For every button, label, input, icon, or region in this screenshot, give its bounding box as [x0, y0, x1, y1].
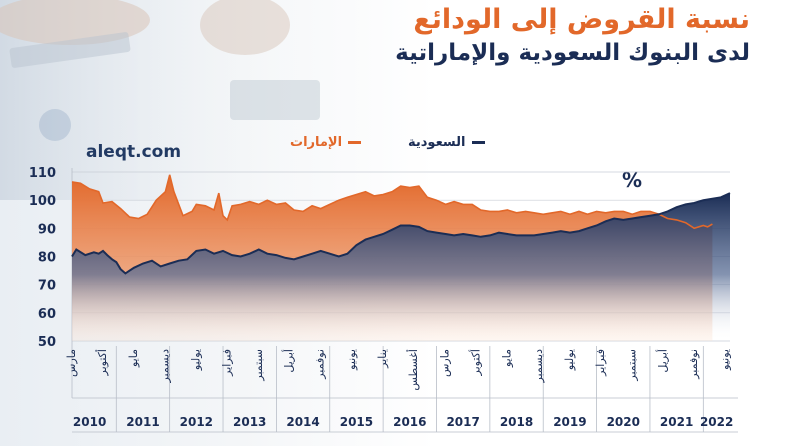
- series-uae-line: [71, 174, 713, 230]
- series-saudi-area: [72, 193, 730, 341]
- x-tick-label: أكتوبر: [95, 349, 109, 376]
- y-tick-label: 80: [38, 251, 56, 266]
- chart-subtitle: لدى البنوك السعودية والإماراتية: [395, 40, 750, 66]
- y-tick-label: 60: [38, 307, 56, 322]
- x-tick-label: فبراير: [220, 349, 233, 377]
- year-label: 2012: [180, 415, 213, 429]
- y-tick-label: 90: [38, 222, 56, 237]
- y-tick-label: 50: [38, 335, 56, 350]
- x-tick-label: ديسمبر: [158, 349, 171, 384]
- background-photo: [0, 0, 330, 200]
- x-tick-label: فبراير: [594, 349, 607, 377]
- year-label: 2016: [393, 415, 426, 429]
- x-tick-label: أبريل: [282, 349, 296, 373]
- chart-title: نسبة القروض إلى الودائع: [413, 4, 750, 35]
- legend-uae-label: الإمارات: [290, 135, 343, 150]
- x-tick-label: أبريل: [655, 349, 669, 373]
- x-tick-label: مارس: [439, 349, 452, 377]
- x-tick-label: يناير: [376, 349, 389, 369]
- x-tick-label: أغسطس: [406, 349, 420, 391]
- x-tick-label: سبتمبر: [252, 349, 265, 382]
- year-label: 2014: [286, 415, 319, 429]
- year-label: 2022: [700, 415, 733, 429]
- year-label: 2017: [446, 415, 479, 429]
- y-tick-label: 70: [38, 279, 56, 294]
- y-tick-label: 100: [29, 194, 56, 209]
- year-label: 2020: [607, 415, 640, 429]
- year-label: 2021: [660, 415, 693, 429]
- year-label: 2010: [73, 415, 106, 429]
- x-tick-label: أكتوبر: [469, 349, 483, 376]
- x-tick-label: سبتمبر: [625, 349, 638, 382]
- unit-label: %: [622, 168, 643, 192]
- x-tick-label: يوليو: [189, 349, 202, 371]
- x-tick-label: ديسمبر: [532, 349, 545, 384]
- x-tick-label: نوفمبر: [314, 349, 327, 380]
- x-tick-label: يونيو: [345, 349, 358, 371]
- series-saudi-line: [71, 192, 731, 275]
- legend-saudi-swatch: [471, 141, 485, 144]
- legend-saudi-label: السعودية: [408, 135, 466, 150]
- legend-uae: الإمارات: [290, 135, 362, 150]
- y-tick-label: 110: [29, 166, 56, 181]
- year-label: 2013: [233, 415, 266, 429]
- x-tick-label: يونيو: [719, 349, 732, 371]
- x-tick-label: مايو: [500, 349, 513, 368]
- year-label: 2011: [126, 415, 159, 429]
- x-tick-label: يوليو: [563, 349, 576, 371]
- source-watermark: aleqt.com: [86, 142, 182, 162]
- x-tick-label: نوفمبر: [687, 349, 700, 380]
- year-label: 2018: [500, 415, 533, 429]
- legend-uae-swatch: [348, 141, 362, 144]
- legend-saudi: السعودية: [408, 135, 485, 150]
- year-label: 2019: [553, 415, 586, 429]
- x-tick-label: مايو: [127, 349, 140, 368]
- year-label: 2015: [340, 415, 373, 429]
- x-tick-label: مارس: [65, 349, 78, 377]
